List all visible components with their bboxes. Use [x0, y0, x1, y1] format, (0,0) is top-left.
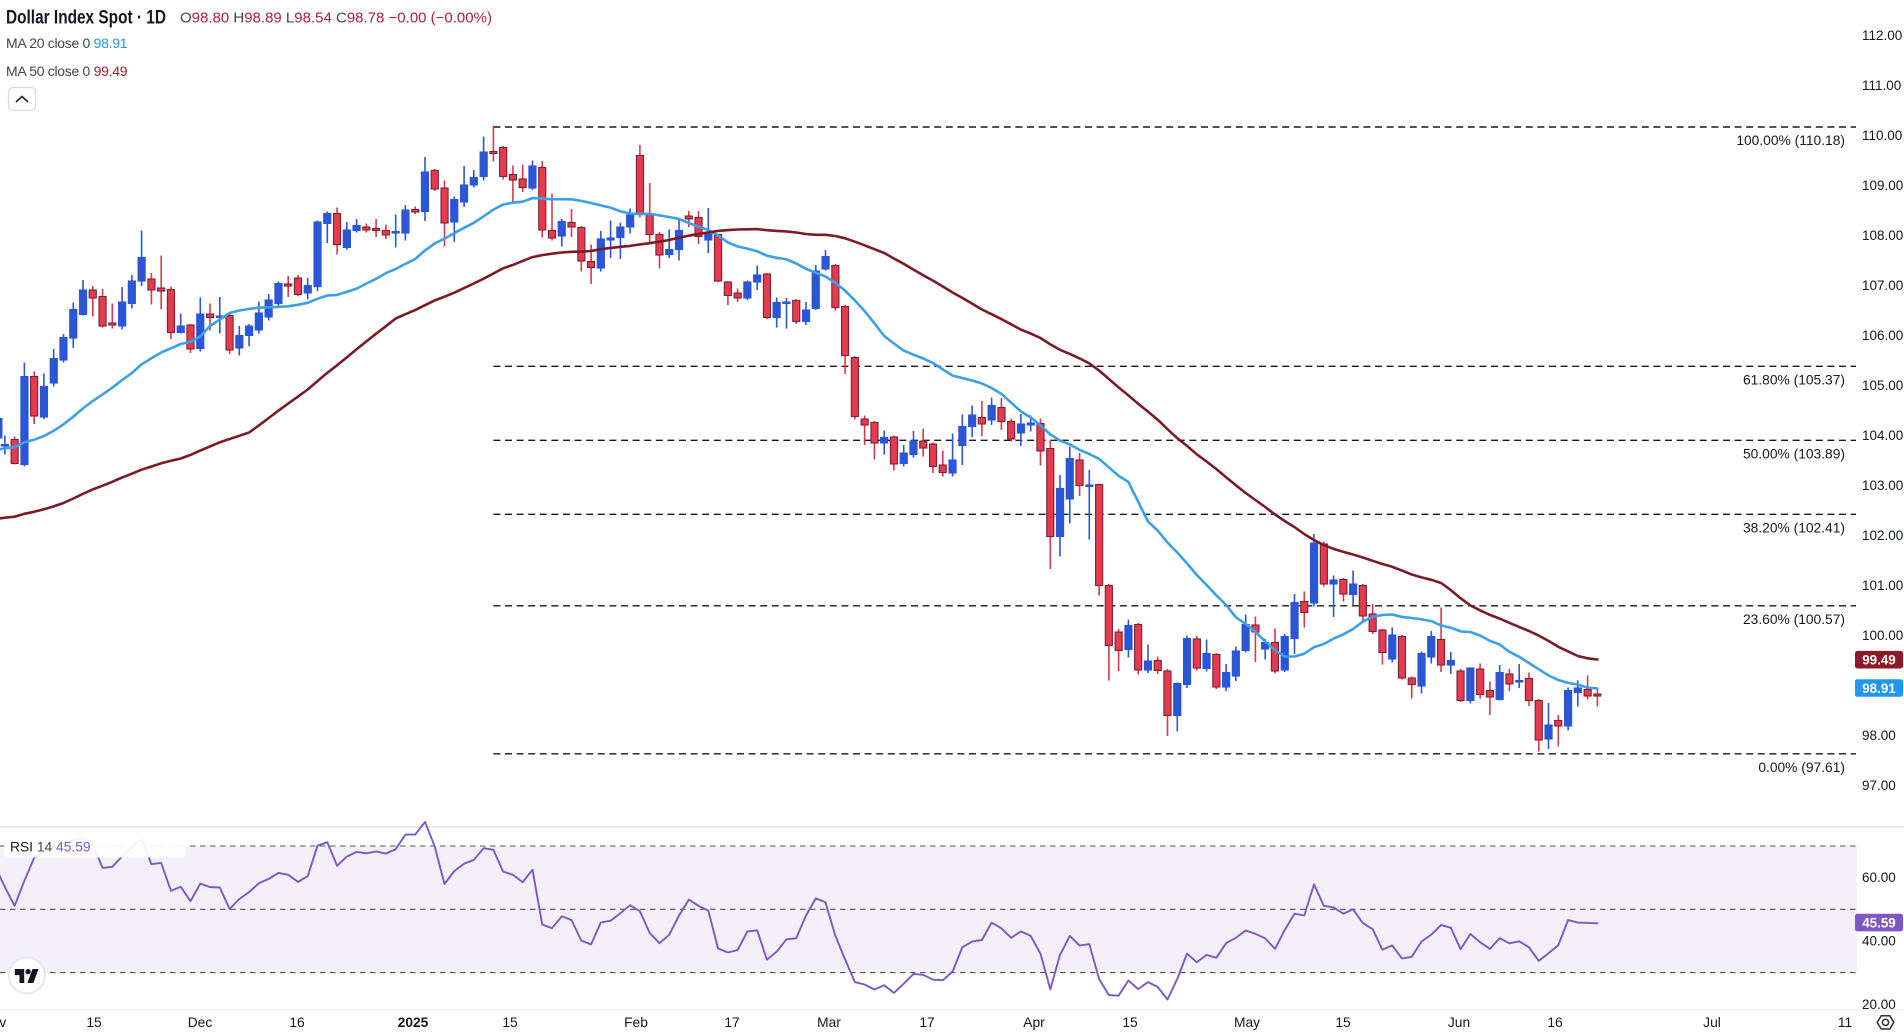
svg-text:2025: 2025 — [398, 1015, 429, 1030]
svg-text:16: 16 — [1547, 1015, 1563, 1030]
svg-text:RSI 14 45.59: RSI 14 45.59 — [10, 840, 91, 855]
svg-text:11: 11 — [1838, 1015, 1852, 1030]
svg-text:Mar: Mar — [817, 1015, 841, 1030]
svg-text:100.00% (110.18): 100.00% (110.18) — [1736, 133, 1845, 148]
svg-text:15: 15 — [86, 1015, 102, 1030]
svg-text:104.00: 104.00 — [1862, 428, 1903, 443]
svg-text:Jul: Jul — [1703, 1015, 1721, 1030]
svg-text:O98.80 H98.89 L98.54 C98.78: O98.80 H98.89 L98.54 C98.78 −0.00 (−0.00… — [180, 10, 492, 27]
svg-text:May: May — [1234, 1015, 1260, 1030]
svg-text:15: 15 — [502, 1015, 518, 1030]
svg-text:102.00: 102.00 — [1862, 528, 1903, 543]
svg-text:105.00: 105.00 — [1862, 378, 1903, 393]
svg-text:103.00: 103.00 — [1862, 478, 1903, 493]
svg-text:109.00: 109.00 — [1862, 178, 1903, 193]
svg-text:97.00: 97.00 — [1862, 778, 1896, 793]
svg-text:111.00: 111.00 — [1862, 78, 1901, 93]
svg-text:17: 17 — [919, 1015, 934, 1030]
svg-text:0.00% (97.61): 0.00% (97.61) — [1758, 760, 1845, 775]
svg-text:MA 20 close 0 98.91: MA 20 close 0 98.91 — [6, 35, 128, 51]
svg-text:15: 15 — [1335, 1015, 1351, 1030]
svg-text:61.80% (105.37): 61.80% (105.37) — [1743, 373, 1845, 388]
svg-text:45.59: 45.59 — [1862, 915, 1896, 930]
svg-text:Apr: Apr — [1023, 1015, 1045, 1030]
svg-text:38.20% (102.41): 38.20% (102.41) — [1743, 521, 1845, 536]
svg-text:99.49: 99.49 — [1862, 653, 1896, 668]
svg-text:60.00: 60.00 — [1862, 870, 1896, 885]
svg-text:Feb: Feb — [624, 1015, 648, 1030]
svg-text:MA 50 close 0 99.49: MA 50 close 0 99.49 — [6, 63, 128, 79]
svg-text:16: 16 — [289, 1015, 305, 1030]
svg-text:50.00% (103.89): 50.00% (103.89) — [1743, 447, 1845, 462]
svg-text:110.00: 110.00 — [1862, 128, 1902, 143]
svg-text:100.00: 100.00 — [1862, 628, 1903, 643]
svg-text:20.00: 20.00 — [1862, 997, 1896, 1012]
svg-text:107.00: 107.00 — [1862, 278, 1903, 293]
svg-text:Dec: Dec — [188, 1015, 213, 1030]
svg-text:23.60% (100.57): 23.60% (100.57) — [1743, 612, 1845, 627]
svg-text:98.91: 98.91 — [1862, 681, 1896, 696]
svg-text:Nov: Nov — [0, 1015, 6, 1030]
svg-text:112.00: 112.00 — [1862, 28, 1902, 43]
svg-text:Dollar Index Spot · 1D: Dollar Index Spot · 1D — [6, 6, 166, 28]
svg-text:40.00: 40.00 — [1862, 934, 1896, 949]
svg-text:101.00: 101.00 — [1862, 578, 1903, 593]
svg-text:15: 15 — [1122, 1015, 1138, 1030]
svg-text:108.00: 108.00 — [1862, 228, 1903, 243]
svg-text:17: 17 — [724, 1015, 739, 1030]
svg-text:98.00: 98.00 — [1862, 728, 1896, 743]
svg-text:Jun: Jun — [1448, 1015, 1470, 1030]
svg-text:106.00: 106.00 — [1862, 328, 1903, 343]
